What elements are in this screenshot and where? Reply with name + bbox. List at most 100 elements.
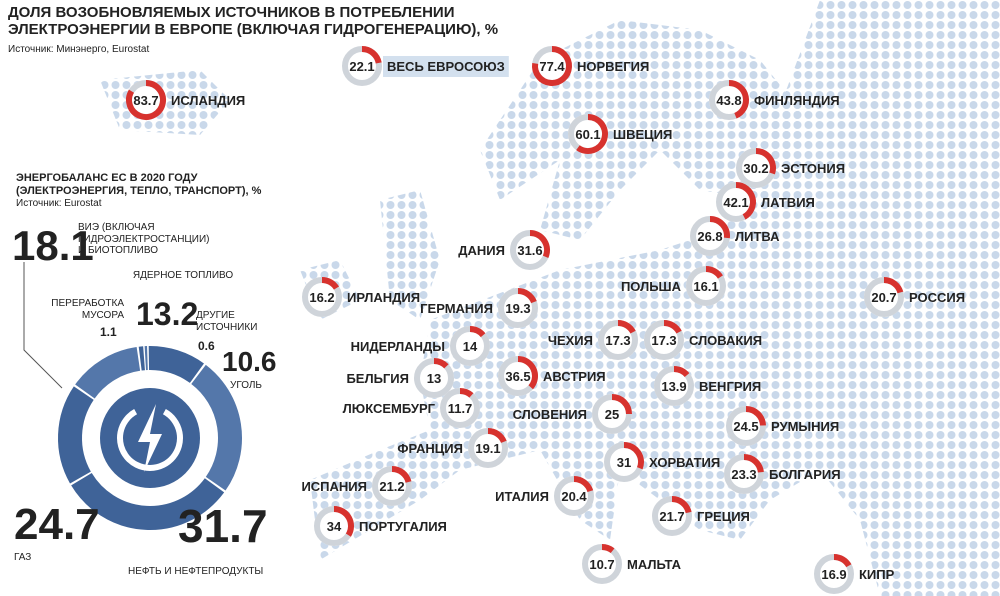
gauge-value: 83.7 [133,93,158,108]
country-label: ИРЛАНДИЯ [347,290,420,305]
gauge-value: 36.5 [505,369,530,384]
gauge-arc [469,326,486,338]
leader-line [23,262,63,389]
gauge-value: 60.1 [575,127,600,142]
country-label: НИДЕРЛАНДЫ [351,339,445,354]
gauge-arc [611,394,632,415]
donut-segment [190,364,242,491]
segment-label: УГОЛЬ [230,380,262,391]
country-label: ШВЕЦИЯ [613,127,672,142]
country-label: ИСПАНИЯ [301,479,367,494]
gauge-arc [743,454,764,473]
gauge-value: 30.2 [743,161,768,176]
country-label: ЛЮКСЕМБУРГ [343,401,436,416]
country-label: КИПР [859,567,895,582]
gauge-arc [728,80,749,119]
gauge-value: 10.7 [589,557,614,572]
segment-label: ГАЗ [14,552,32,563]
donut-segment [148,346,204,384]
country-label: ИТАЛИЯ [495,489,549,504]
segment-label: ПЕРЕРАБОТКА МУСОРА [51,298,124,321]
gauge-arc [883,277,904,294]
country-label: ГРЕЦИЯ [697,509,750,524]
gauge-arc [833,554,852,568]
gauge-arc [333,506,354,537]
donut-segment [58,386,94,484]
source: Источник: Минэнерго, Eurostat [8,44,150,55]
country-label: РУМЫНИЯ [771,419,839,434]
gauge-arc [601,544,615,554]
country-label: ПОЛЬША [621,279,682,294]
segment-label: ДРУГИЕ ИСТОЧНИКИ [196,310,258,333]
gauge-arc [433,358,449,369]
gauge-value: 24.5 [733,419,758,434]
country-label: ВЕСЬ ЕВРОСОЮЗ [387,59,505,74]
gauge-arc [735,182,756,220]
country-label: ЧЕХИЯ [548,333,593,348]
country-label: НОРВЕГИЯ [577,59,649,74]
gauge-value: 11.7 [448,401,473,416]
gauge-arc [617,320,636,334]
segment-value: 1.1 [100,325,117,339]
gauge-value: 23.3 [731,467,756,482]
gauge-value: 20.7 [871,290,896,305]
segment-label: НЕФТЬ И НЕФТЕПРОДУКТЫ [128,566,264,577]
country-label: ФИНЛЯНДИЯ [754,93,840,108]
segment-value: 10.6 [222,346,277,377]
gauge-arc [709,216,730,239]
gauge-value: 17.3 [651,333,676,348]
donut-segment [71,472,225,530]
gauge-arc [671,496,692,514]
country-label: АВСТРИЯ [543,369,606,384]
country-label: ИСЛАНДИЯ [171,93,245,108]
gauge-arc [745,406,766,426]
country-label: СЛОВАКИЯ [689,333,762,348]
segment-value: 13.2 [136,296,199,332]
inset-title: ЭНЕРГОБАЛАНС ЕС В 2020 ГОДУ (ЭЛЕКТРОЭНЕР… [16,172,262,197]
gauge-arc [663,320,682,334]
gauge-arc [126,80,166,120]
icon-bolt [138,404,162,472]
gauge-arc [529,230,550,259]
segment-label: ВИЭ (ВКЛЮЧАЯ ГИДРОЭЛЕКТРОСТАНЦИИ) И БИОТ… [78,222,210,256]
gauge-arc [576,114,608,154]
gauge-arc [705,266,723,279]
segment-label: ЯДЕРНОЕ ТОПЛИВО [132,270,234,281]
country-label: БЕЛЬГИЯ [346,371,409,386]
gauge-value: 17.3 [605,333,630,348]
country-label: ГЕРМАНИЯ [420,301,493,316]
gauge-arc [517,288,537,304]
gauge-arc [532,46,572,86]
gauge-arc [459,388,474,398]
country-label: МАЛЬТА [627,557,682,572]
gauge-value: 26.8 [697,229,722,244]
gauge-value: 22.1 [349,59,374,74]
gauge-value: 21.2 [379,479,404,494]
segment-value: 0.6 [198,339,215,353]
gauge-value: 42.1 [723,195,748,210]
segment-value: 31.7 [178,500,268,552]
gauge-arc [361,46,382,64]
country-label: ФРАНЦИЯ [397,441,463,456]
gauge-value: 31.6 [517,243,542,258]
gauge-value: 16.1 [693,279,718,294]
gauge-arc [623,442,644,470]
gauge-value: 77.4 [539,59,565,74]
donut-segment [75,346,141,399]
title: ДОЛЯ ВОЗОБНОВЛЯЕМЫХ ИСТОЧНИКОВ В ПОТРЕБЛ… [8,4,499,39]
country-label: ПОРТУГАЛИЯ [359,519,447,534]
gauge-value: 13.9 [661,379,686,394]
gauge-arc [391,466,412,483]
country-label: ЭСТОНИЯ [781,161,845,176]
gauge-value: 34 [327,519,342,534]
gauge-arc [755,148,776,175]
country-label: ВЕНГРИЯ [699,379,761,394]
country-label: БОЛГАРИЯ [769,467,841,482]
gauge-arc [517,356,538,390]
gauge-arc [487,428,507,444]
segment-value: 18.1 [12,222,94,269]
gauge-value: 19.3 [505,301,530,316]
gauge-value: 19.1 [475,441,500,456]
country-label: ДАНИЯ [458,243,505,258]
